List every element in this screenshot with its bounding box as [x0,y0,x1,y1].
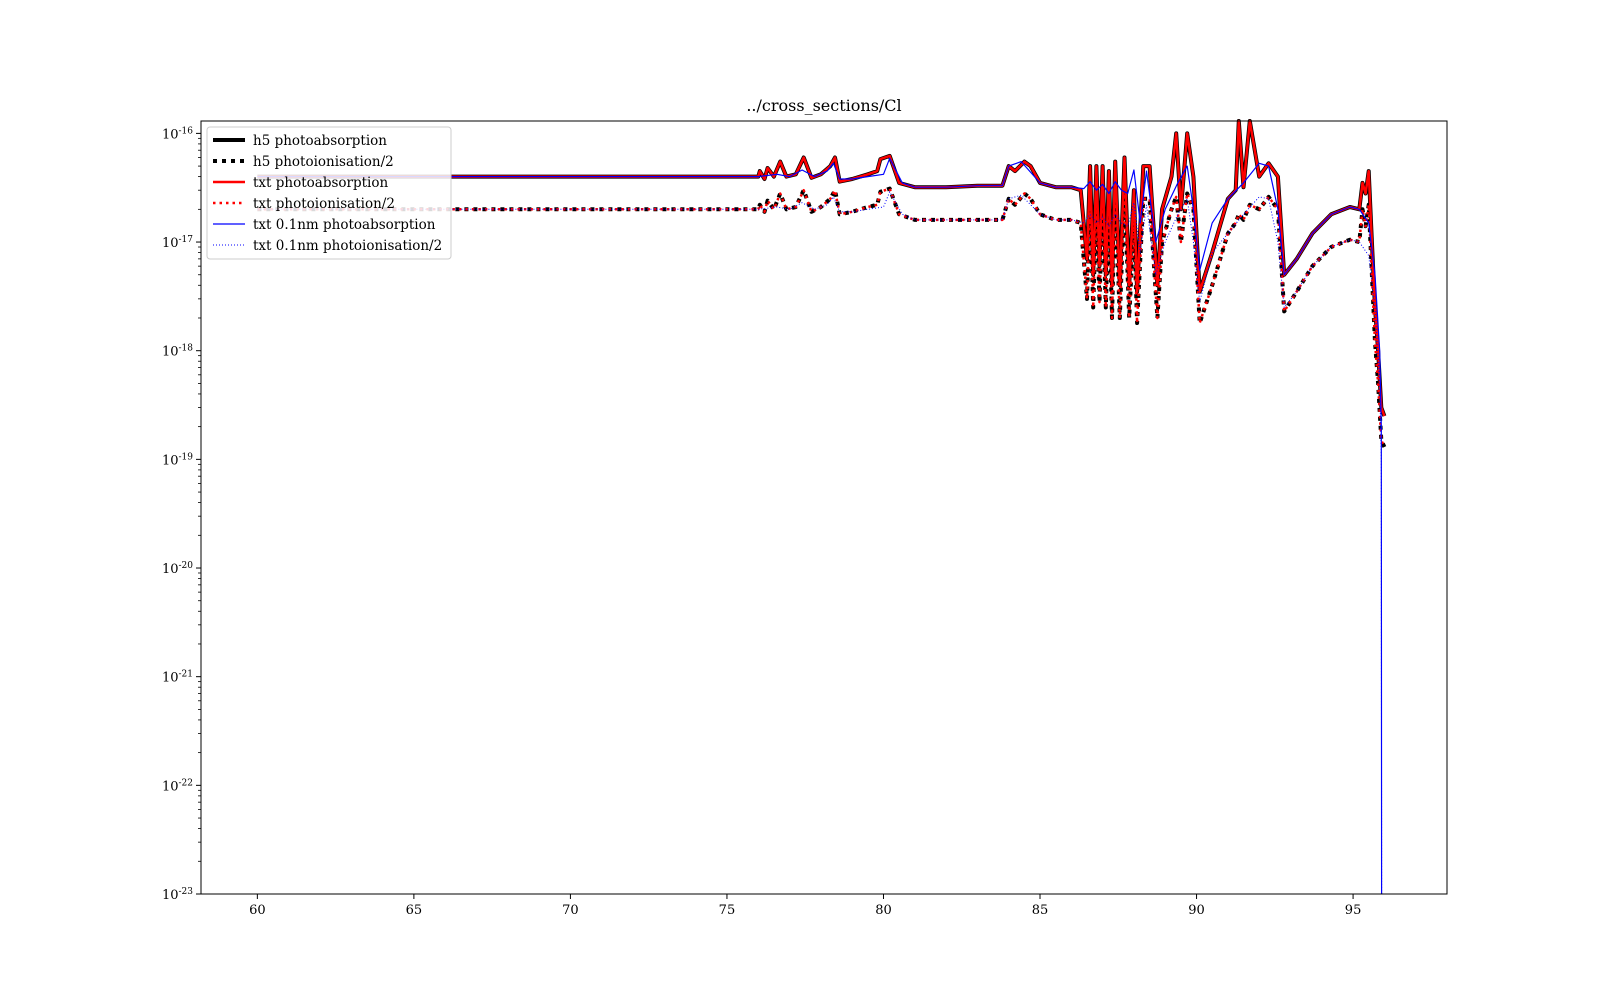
legend-label: txt 0.1nm photoionisation/2 [253,238,442,254]
x-axis: 60 65 70 75 80 85 90 95 [249,894,1361,918]
x-tick-label: 90 [1188,903,1205,918]
legend-box [206,126,452,260]
y-tick-label: 10-17 [162,235,193,251]
y-axis: 10-16 10-17 10-18 10-19 10-20 10-21 10-22 10-23 [162,126,201,903]
legend-label: h5 photoionisation/2 [253,154,394,170]
series-line-6 [257,191,1383,895]
y-tick-label: 10-16 [162,126,193,142]
x-tick-label: 60 [249,903,266,918]
x-tick-label: 75 [719,903,736,918]
y-tick-label: 10-20 [162,561,193,577]
legend-label: txt photoionisation/2 [253,196,395,212]
axes-frame [200,120,1448,895]
x-tick-label: 65 [406,903,423,918]
legend-label: h5 photoabsorption [253,133,387,149]
series-line-5 [257,157,1383,895]
legend-label: txt photoabsorption [253,175,388,191]
y-tick-label: 10-18 [162,344,193,360]
series-line-3 [257,119,1386,417]
x-tick-label: 80 [875,903,892,918]
y-tick-label: 10-23 [162,887,193,903]
x-tick-label: 95 [1345,903,1362,918]
plot-area [257,119,1387,895]
x-tick-label: 85 [1032,903,1049,918]
chart-title: ../cross_sections/Cl [746,96,901,115]
legend-label: txt 0.1nm photoabsorption [253,217,436,233]
y-tick-label: 10-19 [162,452,193,468]
series-line-4 [257,187,1386,448]
legend: h5 photoabsorption h5 photoionisation/2 tx… [206,126,452,260]
y-tick-label: 10-21 [162,670,193,686]
y-tick-label: 10-22 [162,778,193,794]
x-tick-label: 70 [562,903,579,918]
